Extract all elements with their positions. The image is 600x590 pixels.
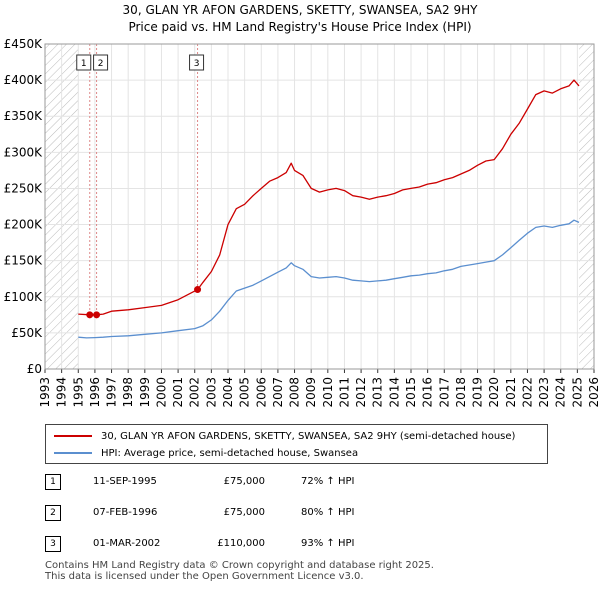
- sale-date: 01-MAR-2002: [93, 538, 161, 549]
- x-tick-label: 2013: [371, 377, 385, 408]
- x-tick-label: 1994: [55, 377, 69, 408]
- sale-label-box: [189, 54, 205, 71]
- x-tick-label: 2008: [288, 377, 302, 408]
- plot-area: [45, 44, 594, 369]
- sale-hpi-change: 80% ↑ HPI: [301, 507, 355, 518]
- x-tick-label: 2005: [238, 377, 252, 408]
- price-chart: 1 2 3 £0 £50K £100K £150K £200K £250K £300K £350K…: [4, 37, 600, 408]
- sale-hpi-change: 72% ↑ HPI: [301, 476, 355, 487]
- property-price-line: [78, 79, 580, 316]
- legend-item-hpi: HPI: Average price, semi-detached house,…: [54, 445, 358, 461]
- x-tick-label: 2016: [421, 377, 435, 408]
- x-tick-label: 2021: [504, 377, 518, 408]
- x-tick-label: 2011: [337, 377, 351, 408]
- chart-legend: 30, GLAN YR AFON GARDENS, SKETTY, SWANSE…: [45, 424, 548, 464]
- sale-label-number: 2: [98, 59, 104, 69]
- y-tick-label: £350K: [4, 109, 44, 123]
- x-tick-label: 2006: [254, 377, 268, 408]
- y-tick-label: £150K: [4, 254, 44, 268]
- footer-line2: This data is licensed under the Open Gov…: [45, 571, 364, 582]
- legend-item-property: 30, GLAN YR AFON GARDENS, SKETTY, SWANSE…: [54, 428, 515, 444]
- footer-attribution: Contains HM Land Registry data © Crown c…: [45, 560, 434, 582]
- sale-label-box: [76, 54, 92, 71]
- sale-number-badge: 3: [45, 536, 61, 552]
- plot-frame: [44, 43, 595, 370]
- x-tick-label: 2022: [520, 377, 534, 408]
- x-tick-label: 2017: [437, 377, 451, 408]
- legend-label-hpi: HPI: Average price, semi-detached house,…: [101, 447, 359, 459]
- hatched-region: [579, 44, 594, 369]
- x-tick-label: 1999: [138, 377, 152, 408]
- y-tick-label: £100K: [4, 290, 44, 304]
- x-tick-label: 2024: [554, 377, 568, 408]
- x-tick-label: 1996: [88, 377, 102, 408]
- sale-point: [86, 311, 94, 319]
- y-tick-label: £250K: [4, 181, 44, 195]
- x-tick-label: 2003: [204, 377, 218, 408]
- x-tick-label: 1995: [71, 377, 85, 408]
- sale-price: £75,000: [223, 476, 265, 487]
- x-tick-label: 2001: [171, 377, 185, 408]
- sale-date: 07-FEB-1996: [93, 507, 158, 518]
- sale-number-badge: 2: [45, 505, 61, 521]
- x-tick-label: 2025: [570, 377, 584, 408]
- hpi-line: [78, 219, 580, 339]
- chart-title: 30, GLAN YR AFON GARDENS, SKETTY, SWANSE…: [0, 2, 600, 36]
- x-tick-label: 2019: [471, 377, 485, 408]
- table-row: 3 01-MAR-2002 £110,000 93% ↑ HPI: [45, 536, 545, 556]
- x-tick-label: 2004: [221, 377, 235, 408]
- y-tick-label: £50K: [11, 326, 43, 340]
- x-tick-label: 2000: [154, 377, 168, 408]
- y-tick-label: £450K: [4, 37, 44, 51]
- x-tick-label: 2007: [271, 377, 285, 408]
- x-tick-label: 2002: [188, 377, 202, 408]
- x-tick-label: 2009: [304, 377, 318, 408]
- x-tick-label: 2020: [487, 377, 501, 408]
- legend-swatch-hpi: [54, 452, 92, 454]
- y-tick-label: £300K: [4, 145, 44, 159]
- sale-date: 11-SEP-1995: [93, 476, 157, 487]
- x-tick-label: 2010: [321, 377, 335, 408]
- sale-hpi-change: 93% ↑ HPI: [301, 538, 355, 549]
- sale-point: [93, 311, 101, 319]
- sale-label-box: [93, 54, 109, 71]
- x-tick-label: 2015: [404, 377, 418, 408]
- y-tick-label: £0: [27, 362, 42, 376]
- legend-label-property: 30, GLAN YR AFON GARDENS, SKETTY, SWANSE…: [101, 430, 516, 442]
- chart-title-line2: Price paid vs. HM Land Registry's House …: [128, 20, 472, 34]
- chart-title-line1: 30, GLAN YR AFON GARDENS, SKETTY, SWANSE…: [122, 3, 478, 17]
- x-tick-label: 1993: [38, 377, 52, 408]
- footer-line1: Contains HM Land Registry data © Crown c…: [45, 560, 434, 571]
- y-tick-label: £200K: [4, 218, 44, 232]
- legend-swatch-property: [54, 435, 92, 437]
- sale-label-number: 1: [81, 59, 87, 69]
- table-row: 2 07-FEB-1996 £75,000 80% ↑ HPI: [45, 505, 545, 525]
- x-tick-label: 2026: [587, 377, 600, 408]
- x-tick-label: 1998: [121, 377, 135, 408]
- table-row: 1 11-SEP-1995 £75,000 72% ↑ HPI: [45, 474, 545, 494]
- sale-price: £110,000: [217, 538, 265, 549]
- x-tick-label: 2012: [354, 377, 368, 408]
- sale-number-badge: 1: [45, 474, 61, 490]
- sale-label-number: 3: [194, 59, 200, 69]
- sale-point: [194, 286, 202, 294]
- x-tick-label: 2018: [454, 377, 468, 408]
- sale-price: £75,000: [223, 507, 265, 518]
- x-tick-label: 2014: [387, 377, 401, 408]
- y-tick-label: £400K: [4, 73, 44, 87]
- x-tick-label: 2023: [537, 377, 551, 408]
- x-tick-label: 1997: [105, 377, 119, 408]
